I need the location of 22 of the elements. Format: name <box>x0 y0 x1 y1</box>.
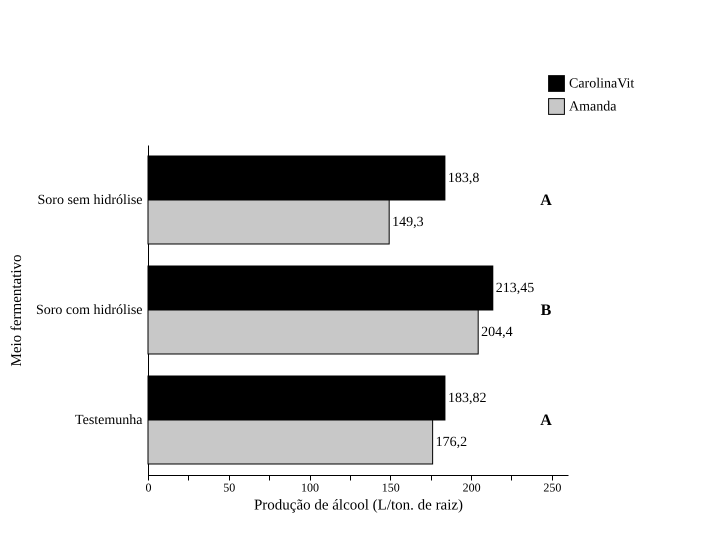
x-axis-title: Produção de álcool (L/ton. de raiz) <box>254 498 464 514</box>
data-label: 183,8 <box>448 171 480 186</box>
data-label: 213,45 <box>496 281 534 296</box>
legend-label: CarolinaVit <box>569 76 634 92</box>
x-tick-label: 250 <box>543 480 562 494</box>
y-tick-label: Soro com hidrólise <box>36 303 142 318</box>
data-label: 204,4 <box>481 325 513 340</box>
data-label: 176,2 <box>436 435 468 450</box>
data-label: 183,82 <box>448 391 486 406</box>
y-tick-label: Testemunha <box>75 413 144 428</box>
x-tick-label: 200 <box>462 480 481 494</box>
y-tick-label: Soro sem hidrólise <box>38 193 142 208</box>
data-label: 149,3 <box>392 215 424 230</box>
annotation: A <box>540 412 552 429</box>
x-tick-label: 150 <box>382 480 400 494</box>
y-axis-title: Meio fermentativo <box>8 254 25 367</box>
x-tick-label: 100 <box>301 480 320 494</box>
x-tick-label: 0 <box>146 480 152 494</box>
x-tick-label: 50 <box>223 480 236 494</box>
annotation: B <box>540 302 552 319</box>
annotation: A <box>540 192 552 209</box>
legend-label: Amanda <box>569 100 618 114</box>
